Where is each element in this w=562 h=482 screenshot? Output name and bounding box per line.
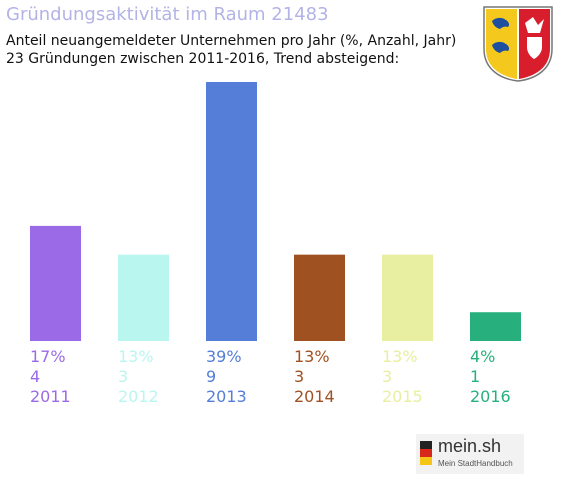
year-label-2016: 2016 bbox=[470, 387, 511, 406]
logo-name: mein.sh bbox=[438, 436, 502, 456]
percent-label-2015: 13% bbox=[382, 347, 418, 366]
percent-label-2011: 17% bbox=[30, 347, 66, 366]
bar-2012 bbox=[118, 254, 169, 341]
coat-of-arms-icon bbox=[483, 6, 553, 82]
percent-label-2012: 13% bbox=[118, 347, 154, 366]
chart-title: Gründungsaktivität im Raum 21483 bbox=[6, 4, 329, 25]
bar-2011 bbox=[30, 225, 81, 341]
logo-tagline: Mein StadtHandbuch bbox=[438, 459, 513, 468]
mein-sh-logo: mein.sh Mein StadtHandbuch bbox=[416, 434, 524, 474]
count-label-2012: 3 bbox=[118, 367, 129, 386]
count-label-2013: 9 bbox=[206, 367, 217, 386]
year-label-2013: 2013 bbox=[206, 387, 247, 406]
year-label-2012: 2012 bbox=[118, 387, 159, 406]
chart-summary: 23 Gründungen zwischen 2011-2016, Trend … bbox=[6, 51, 400, 67]
bar-2015 bbox=[382, 254, 433, 341]
percent-label-2014: 13% bbox=[294, 347, 330, 366]
germany-map-icon bbox=[420, 441, 432, 465]
bar-2016 bbox=[470, 312, 521, 341]
percent-label-2013: 39% bbox=[206, 347, 242, 366]
count-label-2015: 3 bbox=[382, 367, 393, 386]
year-label-2011: 2011 bbox=[30, 387, 71, 406]
percent-label-2016: 4% bbox=[470, 347, 496, 366]
count-label-2014: 3 bbox=[294, 367, 305, 386]
year-label-2014: 2014 bbox=[294, 387, 335, 406]
count-label-2016: 1 bbox=[470, 367, 481, 386]
year-label-2015: 2015 bbox=[382, 387, 423, 406]
count-label-2011: 4 bbox=[30, 367, 41, 386]
chart-subtitle: Anteil neuangemeldeter Unternehmen pro J… bbox=[6, 33, 457, 49]
bar-2013 bbox=[206, 82, 257, 341]
bar-2014 bbox=[294, 254, 345, 341]
